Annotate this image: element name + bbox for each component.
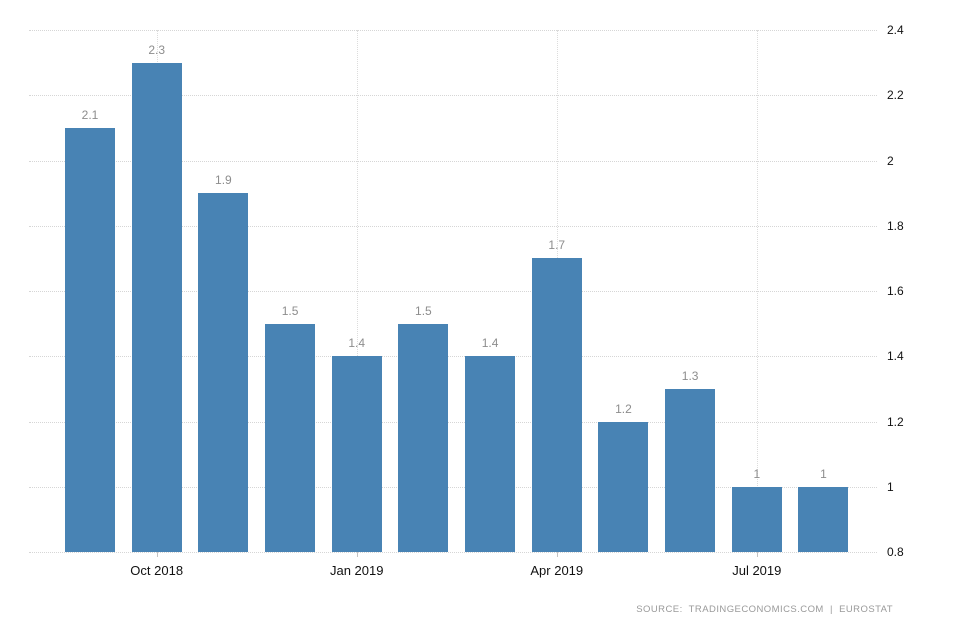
y-tick-label: 1.4 bbox=[887, 349, 904, 364]
bar[interactable] bbox=[65, 127, 115, 552]
h-gridline bbox=[29, 356, 877, 358]
x-tick-label: Jan 2019 bbox=[329, 563, 384, 578]
bar-value-label: 1.5 bbox=[281, 303, 299, 318]
v-gridline bbox=[756, 30, 758, 552]
bar[interactable] bbox=[131, 62, 182, 552]
bar-value-label: 1.9 bbox=[215, 173, 232, 188]
bar-value-label: 1.4 bbox=[481, 336, 499, 351]
x-tick-label: Apr 2019 bbox=[530, 563, 584, 578]
y-tick-label: 1 bbox=[887, 479, 894, 494]
source-credit: SOURCE: TRADINGECONOMICS.COM | EUROSTAT bbox=[636, 604, 893, 615]
y-tick-label: 2.2 bbox=[887, 88, 904, 103]
h-gridline bbox=[29, 95, 877, 97]
y-tick-label: 2 bbox=[887, 153, 894, 168]
h-gridline bbox=[29, 486, 877, 488]
h-gridline bbox=[29, 421, 877, 423]
bar-value-label: 1.3 bbox=[681, 368, 699, 383]
bar-value-label: 1.5 bbox=[415, 303, 432, 318]
bar-value-label: 1.7 bbox=[548, 238, 566, 253]
h-gridline bbox=[29, 291, 877, 292]
bar-value-label: 1.2 bbox=[615, 401, 632, 416]
bar[interactable] bbox=[598, 421, 649, 552]
y-tick-label: 1.6 bbox=[887, 284, 904, 298]
bar-value-label: 2.3 bbox=[148, 42, 166, 57]
bar[interactable] bbox=[798, 486, 849, 552]
v-gridline bbox=[356, 30, 358, 552]
y-tick-label: 0.8 bbox=[887, 545, 904, 559]
y-tick-label: 1.8 bbox=[887, 218, 904, 233]
x-tick-label: Jul 2019 bbox=[732, 563, 782, 578]
bar[interactable] bbox=[265, 323, 316, 552]
h-gridline bbox=[29, 30, 877, 31]
bar[interactable] bbox=[398, 323, 449, 552]
bar-value-label: 1 bbox=[820, 466, 827, 481]
bar-value-label: 2.1 bbox=[81, 107, 99, 122]
x-tick-label: Oct 2018 bbox=[130, 563, 184, 578]
bar-value-label: 1 bbox=[753, 466, 761, 481]
bar-value-label: 1.4 bbox=[348, 336, 366, 351]
bar[interactable] bbox=[731, 486, 782, 552]
y-tick-label: 1.2 bbox=[887, 414, 904, 429]
x-tick-mark bbox=[156, 552, 158, 557]
x-tick-mark bbox=[556, 552, 558, 557]
bar[interactable] bbox=[198, 193, 249, 552]
bar[interactable] bbox=[665, 388, 716, 552]
bar[interactable] bbox=[531, 258, 582, 552]
bar[interactable] bbox=[331, 356, 382, 552]
x-tick-mark bbox=[756, 552, 758, 557]
x-tick-mark bbox=[356, 552, 358, 557]
bar[interactable] bbox=[465, 356, 516, 552]
h-gridline bbox=[29, 160, 877, 162]
y-tick-label: 2.4 bbox=[887, 23, 904, 37]
h-gridline bbox=[29, 552, 877, 553]
h-gridline bbox=[29, 225, 877, 227]
